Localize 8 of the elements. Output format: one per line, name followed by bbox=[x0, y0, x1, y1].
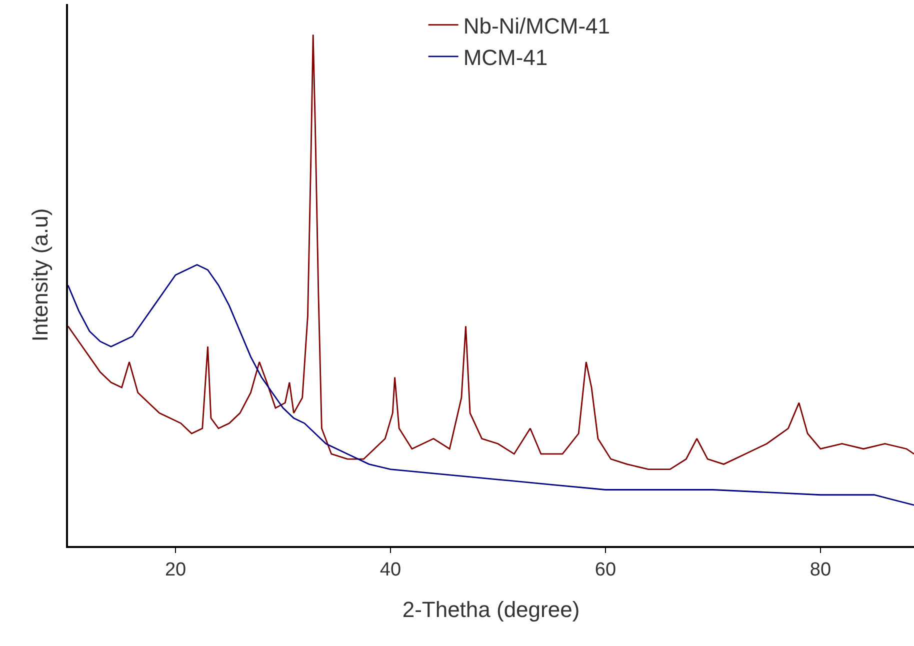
x-tick-label: 40 bbox=[380, 560, 402, 581]
x-tick-label: 80 bbox=[810, 560, 832, 581]
x-axis-title: 2-Thetha (degree) bbox=[402, 596, 580, 622]
y-axis-title: Intensity (a.u) bbox=[28, 208, 53, 342]
x-tick-label: 20 bbox=[164, 560, 186, 581]
legend-label: MCM-41 bbox=[463, 44, 548, 70]
legend-label: Nb-Ni/MCM-41 bbox=[463, 13, 610, 38]
x-tick-label: 60 bbox=[594, 560, 616, 581]
